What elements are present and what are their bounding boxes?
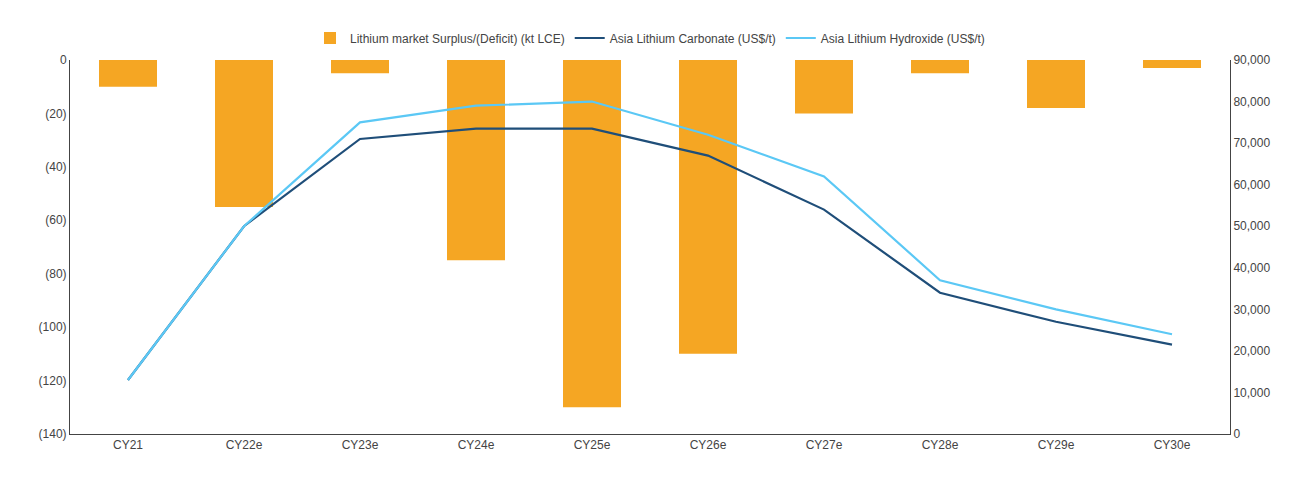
svg-text:CY29e: CY29e: [1038, 438, 1075, 452]
svg-text:(100): (100): [39, 320, 67, 334]
svg-text:90,000: 90,000: [1233, 53, 1270, 67]
svg-text:(140): (140): [39, 427, 67, 441]
svg-text:0: 0: [1233, 427, 1240, 441]
svg-text:Lithium market Surplus/(Defici: Lithium market Surplus/(Deficit) (kt LCE…: [350, 32, 565, 46]
svg-text:CY25e: CY25e: [574, 438, 611, 452]
svg-text:CY27e: CY27e: [806, 438, 843, 452]
svg-text:50,000: 50,000: [1233, 219, 1270, 233]
svg-text:70,000: 70,000: [1233, 136, 1270, 150]
svg-text:CY24e: CY24e: [458, 438, 495, 452]
svg-text:30,000: 30,000: [1233, 303, 1270, 317]
svg-text:CY28e: CY28e: [922, 438, 959, 452]
svg-text:CY22e: CY22e: [226, 438, 263, 452]
svg-text:CY23e: CY23e: [342, 438, 379, 452]
svg-text:Asia Lithium Carbonate (US$/t): Asia Lithium Carbonate (US$/t): [610, 32, 776, 46]
svg-text:60,000: 60,000: [1233, 178, 1270, 192]
svg-text:CY30e: CY30e: [1154, 438, 1191, 452]
svg-text:10,000: 10,000: [1233, 386, 1270, 400]
svg-text:0: 0: [60, 53, 67, 67]
svg-text:(40): (40): [45, 160, 66, 174]
svg-text:CY21: CY21: [113, 438, 143, 452]
svg-text:20,000: 20,000: [1233, 344, 1270, 358]
svg-text:CY26e: CY26e: [690, 438, 727, 452]
svg-text:40,000: 40,000: [1233, 261, 1270, 275]
svg-text:(80): (80): [45, 267, 66, 281]
svg-text:80,000: 80,000: [1233, 95, 1270, 109]
svg-text:(20): (20): [45, 107, 66, 121]
svg-text:(120): (120): [39, 374, 67, 388]
svg-text:(60): (60): [45, 213, 66, 227]
svg-text:Asia Lithium Hydroxide (US$/t): Asia Lithium Hydroxide (US$/t): [821, 32, 985, 46]
